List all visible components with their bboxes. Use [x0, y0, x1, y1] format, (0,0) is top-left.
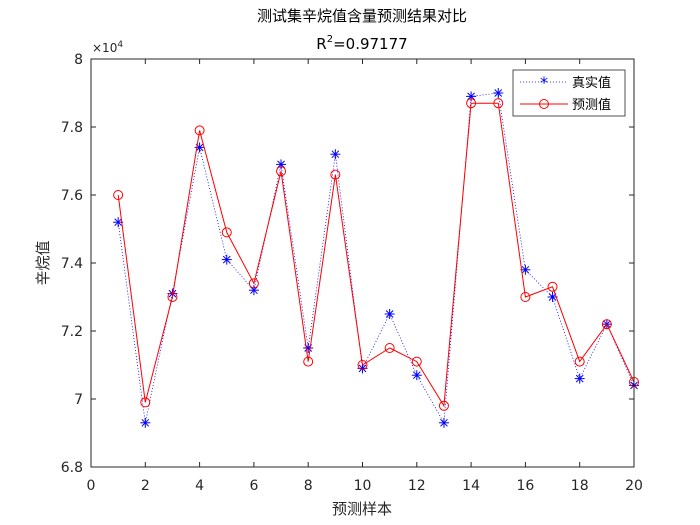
y-tick-label: 7.6 — [61, 188, 83, 204]
y-exponent-base: ×10 — [92, 41, 117, 55]
data-point-asterisk — [384, 309, 395, 319]
data-point-circle — [547, 281, 558, 292]
series-line-0 — [117, 92, 635, 425]
data-point-circle — [330, 169, 341, 180]
y-axis-label: 辛烷值 — [34, 240, 52, 285]
y-tick-label: 7.2 — [61, 324, 83, 340]
x-tick-label: 14 — [462, 478, 480, 494]
x-tick-label: 2 — [141, 478, 150, 494]
data-point-circle — [303, 356, 314, 367]
x-tick-label: 8 — [304, 478, 313, 494]
y-tick-label: 7.4 — [61, 256, 83, 272]
series-layer — [113, 88, 639, 428]
x-tick-label: 6 — [249, 478, 258, 494]
data-point-circle — [113, 190, 124, 200]
y-tick-label: 8 — [74, 52, 83, 68]
data-point-asterisk — [411, 370, 422, 381]
y-exponent-power: 4 — [117, 40, 123, 50]
data-point-asterisk — [574, 373, 585, 384]
data-point-asterisk — [438, 417, 449, 428]
data-point-asterisk — [221, 254, 232, 265]
chart-subtitle: R2=0.97177 — [316, 34, 407, 53]
data-point-circle — [601, 319, 612, 330]
subtitle-superscript: 2 — [327, 34, 333, 45]
data-point-circle — [493, 98, 504, 109]
data-point-asterisk — [276, 159, 287, 170]
data-point-asterisk — [330, 149, 341, 160]
y-tick-labels: 6.8 7 7.2 7.4 7.6 7.8 8 — [61, 52, 83, 476]
data-point-circle — [221, 227, 232, 238]
x-axis-label: 预测样本 — [332, 500, 392, 518]
x-tick-label: 10 — [354, 478, 372, 494]
data-point-circle — [167, 292, 178, 302]
legend: * 真实值 预测值 — [512, 69, 626, 117]
data-point-circle — [384, 343, 395, 353]
data-point-circle — [276, 166, 287, 177]
x-tick-labels: 0 2 4 6 8 10 12 14 16 18 20 — [87, 478, 643, 494]
y-exponent-label: ×104 — [92, 40, 123, 55]
data-point-asterisk — [248, 285, 259, 296]
data-point-circle — [248, 278, 259, 289]
data-point-circle — [574, 356, 585, 367]
data-point-asterisk — [493, 88, 504, 98]
subtitle-value: =0.97177 — [333, 35, 408, 53]
x-tick-label: 12 — [408, 478, 426, 494]
plot-area-frame — [90, 58, 635, 468]
subtitle-base: R — [316, 35, 326, 53]
data-point-circle — [411, 356, 422, 367]
x-tick-label: 4 — [195, 478, 204, 494]
legend-label-predicted: 预测值 — [572, 97, 611, 113]
y-tick-label: 6.8 — [61, 460, 83, 476]
data-point-circle — [520, 292, 531, 302]
chart-title: 测试集辛烷值含量预测结果对比 — [257, 7, 467, 25]
data-point-asterisk — [303, 343, 314, 353]
data-point-asterisk — [466, 91, 477, 102]
data-point-circle — [140, 397, 151, 408]
legend-label-true: 真实值 — [572, 75, 611, 91]
y-tick-label: 7.8 — [61, 120, 83, 136]
x-tick-label: 18 — [571, 478, 589, 494]
y-tick-label: 7 — [74, 392, 83, 408]
legend-box — [512, 69, 626, 117]
data-point-circle — [438, 400, 449, 411]
data-point-circle — [357, 360, 368, 370]
x-tick-label: 20 — [625, 478, 643, 494]
x-tick-label: 0 — [87, 478, 96, 494]
data-point-circle — [466, 98, 477, 109]
data-point-circle — [194, 125, 205, 136]
legend-marker-true-icon: * — [540, 73, 548, 92]
data-point-asterisk — [140, 417, 151, 428]
x-tick-label: 16 — [516, 478, 534, 494]
legend-marker-predicted-icon — [539, 99, 549, 109]
